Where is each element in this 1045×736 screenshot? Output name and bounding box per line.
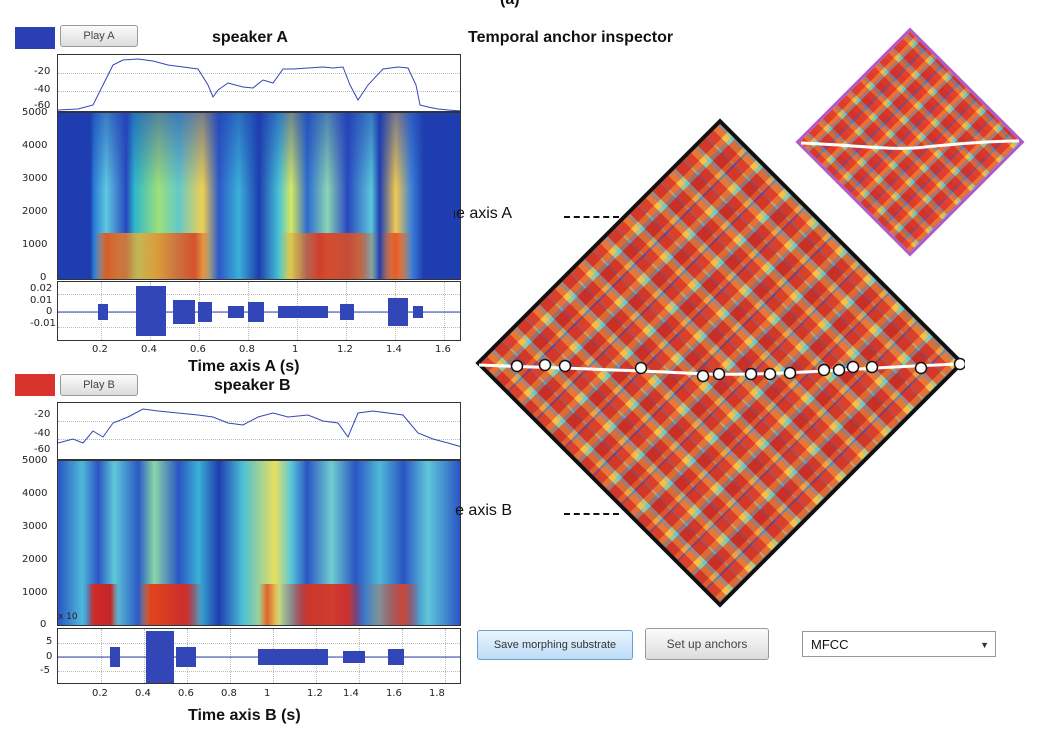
anchor-point[interactable] bbox=[763, 367, 777, 381]
speaker-b-freq-tick: 0 bbox=[40, 619, 47, 630]
figure-label: (a) bbox=[500, 0, 520, 9]
anchor-point[interactable] bbox=[953, 357, 966, 371]
speaker-b-level-tick: -60 bbox=[34, 444, 51, 455]
speaker-b-time-tick: 0.6 bbox=[178, 688, 194, 699]
speaker-b-level-tick: -40 bbox=[34, 428, 51, 439]
chevron-down-icon: ▼ bbox=[980, 640, 989, 650]
speaker-a-level-tick: -60 bbox=[34, 100, 51, 111]
anchor-point[interactable] bbox=[914, 361, 928, 375]
speaker-b-level-curve bbox=[58, 408, 460, 447]
speaker-a-wave-tick: 0.02 bbox=[30, 283, 53, 294]
speaker-b-wave-tick: -5 bbox=[40, 665, 50, 676]
anchor-point[interactable] bbox=[558, 359, 572, 373]
speaker-a-color-swatch bbox=[15, 27, 55, 49]
speaker-b-wave-exponent: x 10 bbox=[58, 612, 78, 622]
inspector-axis-b-label: Time axis B bbox=[454, 502, 512, 519]
anchor-point[interactable] bbox=[865, 360, 879, 374]
speaker-b-freq-tick: 4000 bbox=[22, 488, 48, 499]
set-up-anchors-button[interactable]: Set up anchors bbox=[645, 628, 769, 660]
speaker-a-freq-tick: 0 bbox=[40, 272, 47, 283]
speaker-b-time-tick: 0.4 bbox=[135, 688, 151, 699]
speaker-b-wave-tick: 5 bbox=[46, 636, 53, 647]
speaker-a-freq-tick: 1000 bbox=[22, 239, 48, 250]
speaker-a-time-tick: 0.2 bbox=[92, 344, 108, 355]
speaker-a-time-tick: 0.8 bbox=[239, 344, 255, 355]
speaker-b-color-swatch bbox=[15, 374, 55, 396]
speaker-b-time-tick: 0.2 bbox=[92, 688, 108, 699]
speaker-a-freq-tick: 5000 bbox=[22, 107, 48, 118]
speaker-b-time-tick: 1.4 bbox=[343, 688, 359, 699]
speaker-a-level-tick: -40 bbox=[34, 84, 51, 95]
anchor-path bbox=[478, 357, 966, 383]
speaker-a-time-axis-label: Time axis A (s) bbox=[188, 358, 300, 375]
speaker-a-time-tick: 1.2 bbox=[337, 344, 353, 355]
anchor-point[interactable] bbox=[712, 367, 726, 381]
inspector-title: Temporal anchor inspector bbox=[468, 29, 674, 46]
speaker-a-freq-tick: 2000 bbox=[22, 206, 48, 217]
speaker-a-title: speaker A bbox=[212, 29, 288, 46]
speaker-a-freq-tick: 3000 bbox=[22, 173, 48, 184]
play-a-button[interactable]: Play A bbox=[60, 25, 138, 47]
speaker-b-freq-tick: 5000 bbox=[22, 455, 48, 466]
speaker-a-wave-tick: -0.01 bbox=[30, 318, 56, 329]
speaker-b-wave-tick: 0 bbox=[46, 651, 53, 662]
speaker-a-wave-tick: 0 bbox=[46, 306, 53, 317]
save-morphing-substrate-button[interactable]: Save morphing substrate bbox=[477, 630, 633, 660]
speaker-a-freq-tick: 4000 bbox=[22, 140, 48, 151]
thumbnail-similarity-map bbox=[795, 27, 1025, 257]
play-b-button[interactable]: Play B bbox=[60, 374, 138, 396]
axis-a-leader bbox=[564, 216, 619, 218]
speaker-a-level-curve bbox=[58, 58, 460, 111]
speaker-b-time-tick: 1 bbox=[264, 688, 271, 699]
speaker-a-waveform bbox=[57, 281, 461, 341]
anchor-point[interactable] bbox=[817, 363, 831, 377]
speaker-b-freq-tick: 1000 bbox=[22, 587, 48, 598]
anchor-point[interactable] bbox=[696, 369, 710, 383]
speaker-b-time-tick: 0.8 bbox=[221, 688, 237, 699]
speaker-b-freq-tick: 3000 bbox=[22, 521, 48, 532]
speaker-a-level-plot bbox=[57, 54, 461, 112]
speaker-b-time-tick: 1.6 bbox=[386, 688, 402, 699]
speaker-b-time-axis-label: Time axis B (s) bbox=[188, 707, 301, 724]
speaker-b-time-tick: 1.2 bbox=[307, 688, 323, 699]
anchor-point[interactable] bbox=[832, 363, 846, 377]
anchor-point[interactable] bbox=[744, 367, 758, 381]
speaker-a-time-tick: 1.4 bbox=[386, 344, 402, 355]
speaker-a-spectrogram bbox=[57, 112, 461, 280]
speaker-a-time-tick: 0.6 bbox=[190, 344, 206, 355]
speaker-b-freq-tick: 2000 bbox=[22, 554, 48, 565]
similarity-map-diamond bbox=[475, 118, 965, 608]
speaker-a-wave-tick: 0.01 bbox=[30, 295, 53, 306]
anchor-point[interactable] bbox=[783, 366, 797, 380]
feature-select[interactable]: MFCC ▼ bbox=[802, 631, 996, 657]
anchor-point[interactable] bbox=[538, 358, 552, 372]
speaker-b-spectrogram bbox=[57, 460, 461, 626]
inspector-axis-a-label: Time axis A bbox=[454, 205, 512, 222]
axis-b-leader bbox=[564, 513, 619, 515]
speaker-b-level-plot bbox=[57, 402, 461, 460]
speaker-b-time-tick: 1.8 bbox=[429, 688, 445, 699]
speaker-a-time-tick: 1.6 bbox=[435, 344, 451, 355]
speaker-a-level-tick: -20 bbox=[34, 66, 51, 77]
anchor-point[interactable] bbox=[846, 360, 860, 374]
anchor-point[interactable] bbox=[634, 361, 648, 375]
feature-select-value: MFCC bbox=[811, 636, 849, 652]
speaker-a-time-tick: 1 bbox=[292, 344, 299, 355]
speaker-b-level-tick: -20 bbox=[34, 409, 51, 420]
speaker-b-waveform bbox=[57, 628, 461, 684]
speaker-a-time-tick: 0.4 bbox=[141, 344, 157, 355]
anchor-point[interactable] bbox=[510, 359, 524, 373]
speaker-b-title: speaker B bbox=[214, 377, 291, 394]
